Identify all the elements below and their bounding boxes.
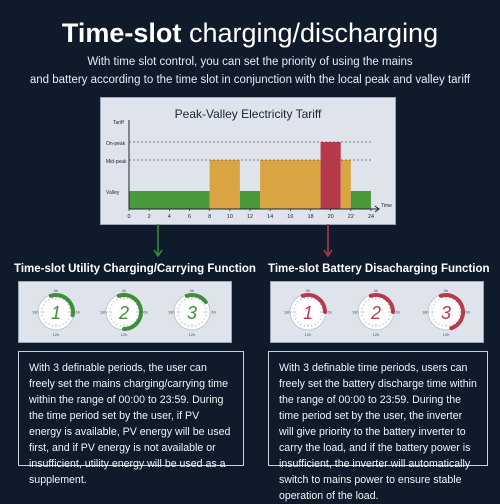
x-tick-label: 0 [127, 214, 130, 220]
subtitle-line-2: and battery according to the time slot i… [20, 71, 480, 89]
chart-title: Peak-Valley Electricity Tariff [175, 107, 322, 121]
clock-label-left: 18h [32, 310, 39, 315]
clock-label-top: 0h [190, 288, 194, 293]
clock-label-bottom: 12h [373, 332, 380, 337]
clock-label-right: 6h [212, 310, 216, 315]
clock-label-bottom: 12h [53, 332, 60, 337]
clock-1: 1 0h 12h 18h 6h [283, 287, 333, 337]
clock-3: 3 0h 12h 18h 6h [167, 287, 217, 337]
left-section-heading: Time-slot Utility Charging/Carrying Func… [14, 263, 256, 275]
clock-label-top: 0h [444, 288, 448, 293]
clock-number: 2 [370, 303, 381, 323]
page-subtitle: With time slot control, you can set the … [20, 53, 480, 89]
x-tick-label: 18 [307, 214, 313, 220]
clock-number: 1 [51, 303, 61, 323]
clock-label-top: 0h [306, 288, 310, 293]
x-tick-label: 20 [328, 214, 334, 220]
clock-label-left: 18h [422, 310, 429, 315]
tariff-bar [240, 191, 260, 209]
tariff-bar [129, 191, 210, 209]
clock-2: 2 0h 12h 18h 6h [351, 287, 401, 337]
x-tick-label: 14 [267, 214, 273, 220]
tariff-chart-panel: Peak-Valley Electricity Tariff On-peak Mid… [100, 97, 396, 225]
right-section-heading: Time-slot Battery Disacharging Function [268, 263, 490, 275]
tariff-bar [321, 142, 341, 209]
clock-number: 3 [441, 303, 451, 323]
tariff-bar [351, 191, 371, 209]
clock-label-right: 6h [396, 310, 400, 315]
clock-label-top: 0h [122, 288, 126, 293]
right-clock-panel: 1 0h 12h 18h 6h 2 0h 12h 18h 6h 3 0h 12h 18h 6h [270, 281, 484, 343]
clock-number: 1 [303, 303, 313, 323]
clock-label-left: 18h [100, 310, 107, 315]
clock-label-right: 6h [466, 310, 470, 315]
clock-label-bottom: 12h [189, 332, 196, 337]
clock-label-bottom: 12h [443, 332, 450, 337]
subtitle-line-1: With time slot control, you can set the … [20, 53, 480, 71]
y-axis-label: Tariff [113, 120, 124, 126]
x-tick-label: 22 [348, 214, 354, 220]
page-title: Time-slot charging/discharging [0, 18, 500, 48]
clock-label-bottom: 12h [305, 332, 312, 337]
clock-label-left: 18h [352, 310, 359, 315]
clock-label-right: 6h [144, 310, 148, 315]
tariff-bar [341, 160, 351, 209]
clock-number: 2 [118, 303, 129, 323]
x-tick-label: 10 [227, 214, 233, 220]
level-label: Mid-peak [106, 159, 127, 165]
x-tick-label: 24 [368, 214, 374, 220]
tariff-bar [210, 160, 240, 209]
clock-label-right: 6h [328, 310, 332, 315]
clock-label-top: 0h [54, 288, 58, 293]
tariff-chart: Peak-Valley Electricity Tariff On-peak Mid… [101, 98, 395, 224]
clock-3: 3 0h 12h 18h 6h [421, 287, 471, 337]
clock-2: 2 0h 12h 18h 6h [99, 287, 149, 337]
left-clock-panel: 1 0h 12h 18h 6h 2 0h 12h 18h 6h 3 0h 12h 18h 6h [18, 281, 232, 343]
level-label: On-peak [106, 141, 126, 147]
x-tick-label: 8 [208, 214, 211, 220]
clock-label-right: 6h [76, 310, 80, 315]
tariff-bar [260, 160, 321, 209]
x-tick-label: 2 [148, 214, 151, 220]
clock-label-bottom: 12h [121, 332, 128, 337]
title-bold: Time-slot [62, 18, 182, 48]
clock-label-left: 18h [168, 310, 175, 315]
x-tick-label: 12 [247, 214, 253, 220]
x-tick-label: 6 [188, 214, 191, 220]
x-axis-label: Time [381, 203, 392, 209]
level-label: Valley [106, 190, 120, 196]
x-tick-label: 16 [287, 214, 293, 220]
clock-1: 1 0h 12h 18h 6h [31, 287, 81, 337]
clock-number: 3 [187, 303, 197, 323]
left-description: With 3 definable periods, the user can f… [18, 351, 244, 466]
clock-label-left: 18h [284, 310, 291, 315]
clock-label-top: 0h [374, 288, 378, 293]
right-description: With 3 definable time periods, users can… [268, 351, 488, 466]
x-tick-label: 4 [168, 214, 171, 220]
title-rest: charging/discharging [189, 18, 438, 48]
